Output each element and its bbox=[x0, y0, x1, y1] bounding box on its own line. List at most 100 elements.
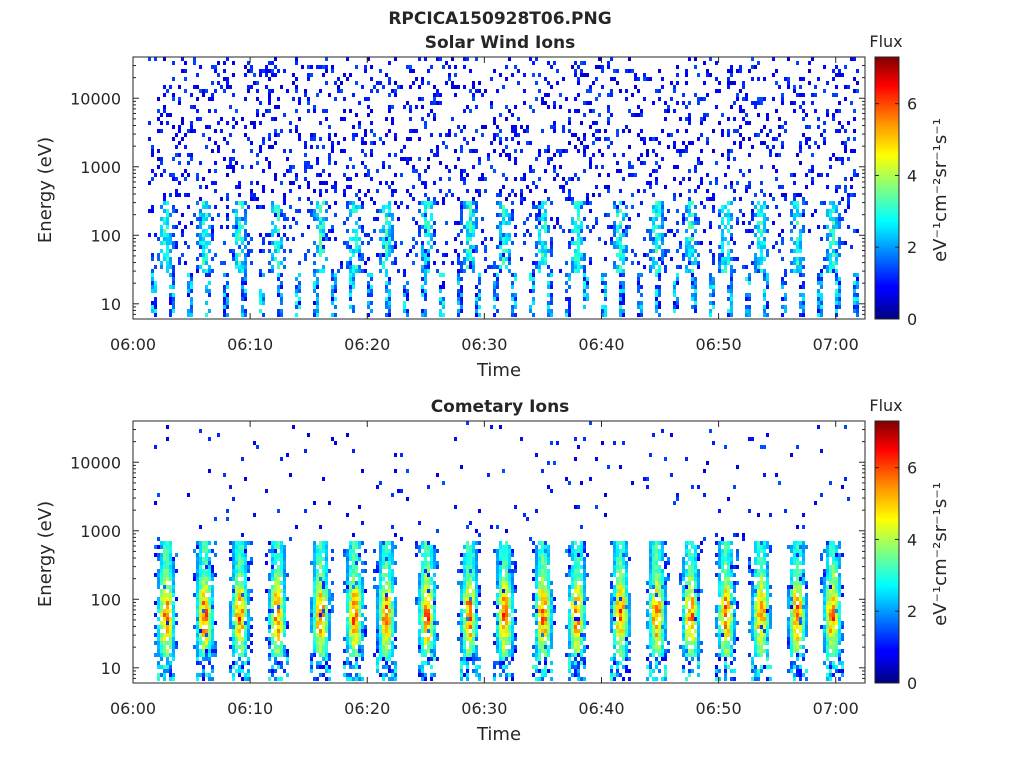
spectrogram-cell bbox=[175, 553, 178, 557]
spectrogram-cell bbox=[451, 193, 454, 197]
spectrogram-cell bbox=[460, 289, 463, 293]
spectrogram-cell bbox=[244, 621, 247, 625]
spectrogram-cell bbox=[352, 653, 355, 657]
spectrogram-cell bbox=[688, 113, 691, 117]
spectrogram-cell bbox=[559, 185, 562, 189]
spectrogram-cell bbox=[289, 129, 292, 133]
spectrogram-cell bbox=[832, 117, 835, 121]
spectrogram-cell bbox=[208, 605, 211, 609]
spectrogram-cell bbox=[670, 257, 673, 261]
spectrogram-cell bbox=[280, 281, 283, 285]
spectrogram-cell bbox=[319, 557, 322, 561]
spectrogram-cell bbox=[817, 281, 820, 285]
spectrogram-cell bbox=[343, 117, 346, 121]
spectrogram-cell bbox=[760, 253, 763, 257]
spectrogram-cell bbox=[313, 565, 316, 569]
spectrogram-cell bbox=[592, 81, 595, 85]
spectrogram-cell bbox=[184, 169, 187, 173]
spectrogram-cell bbox=[652, 169, 655, 173]
spectrogram-cell bbox=[199, 245, 202, 249]
spectrogram-cell bbox=[577, 213, 580, 217]
spectrogram-cell bbox=[385, 661, 388, 665]
spectrogram-cell bbox=[382, 637, 385, 641]
spectrogram-cell bbox=[322, 633, 325, 637]
spectrogram-cell bbox=[226, 517, 229, 521]
spectrogram-cell bbox=[289, 225, 292, 229]
spectrogram-cell bbox=[532, 201, 535, 205]
spectrogram-cell bbox=[334, 441, 337, 445]
spectrogram-cell bbox=[352, 277, 355, 281]
spectrogram-cell bbox=[751, 65, 754, 69]
spectrogram-cell bbox=[322, 65, 325, 69]
spectrogram-cell bbox=[853, 293, 856, 297]
spectrogram-cell bbox=[331, 277, 334, 281]
spectrogram-cell bbox=[694, 281, 697, 285]
spectrogram-cell bbox=[157, 109, 160, 113]
spectrogram-cell bbox=[343, 137, 346, 141]
spectrogram-cell bbox=[736, 69, 739, 73]
spectrogram-cell bbox=[562, 229, 565, 233]
spectrogram-cell bbox=[544, 93, 547, 97]
spectrogram-cell bbox=[562, 189, 565, 193]
spectrogram-cell bbox=[163, 561, 166, 565]
spectrogram-cell bbox=[748, 305, 751, 309]
spectrogram-cell bbox=[208, 645, 211, 649]
spectrogram-cell bbox=[421, 629, 424, 633]
spectrogram-cell bbox=[223, 261, 226, 265]
spectrogram-cell bbox=[316, 249, 319, 253]
spectrogram-cell bbox=[283, 569, 286, 573]
spectrogram-cell bbox=[460, 149, 463, 153]
spectrogram-cell bbox=[208, 641, 211, 645]
spectrogram-cell bbox=[730, 273, 733, 277]
spectrogram-cell bbox=[373, 141, 376, 145]
spectrogram-cell bbox=[424, 673, 427, 677]
spectrogram-cell bbox=[436, 57, 439, 61]
spectrogram-cell bbox=[178, 193, 181, 197]
spectrogram-cell bbox=[433, 201, 436, 205]
spectrogram-cell bbox=[796, 93, 799, 97]
spectrogram-cell bbox=[235, 573, 238, 577]
spectrogram-cell bbox=[271, 673, 274, 677]
spectrogram-cell bbox=[361, 601, 364, 605]
spectrogram-cell bbox=[706, 189, 709, 193]
spectrogram-cell bbox=[160, 673, 163, 677]
spectrogram-cell bbox=[319, 193, 322, 197]
spectrogram-cell bbox=[421, 625, 424, 629]
spectrogram-cell bbox=[319, 181, 322, 185]
spectrogram-cell bbox=[685, 205, 688, 209]
spectrogram-cell bbox=[214, 645, 217, 649]
spectrogram-cell bbox=[613, 205, 616, 209]
spectrogram-cell bbox=[655, 213, 658, 217]
spectrogram-cell bbox=[463, 249, 466, 253]
spectrogram-cell bbox=[370, 289, 373, 293]
spectrogram-cell bbox=[163, 601, 166, 605]
spectrogram-cell bbox=[388, 205, 391, 209]
spectrogram-cell bbox=[217, 433, 220, 437]
spectrogram-cell bbox=[454, 149, 457, 153]
spectrogram-cell bbox=[250, 561, 253, 565]
spectrogram-cell bbox=[421, 653, 424, 657]
spectrogram-cell bbox=[493, 169, 496, 173]
spectrogram-cell bbox=[838, 157, 841, 161]
spectrogram-cell bbox=[652, 149, 655, 153]
spectrogram-cell bbox=[199, 221, 202, 225]
spectrogram-cell bbox=[466, 173, 469, 177]
spectrogram-cell bbox=[463, 85, 466, 89]
spectrogram-cell bbox=[256, 197, 259, 201]
spectrogram-cell bbox=[298, 301, 301, 305]
spectrogram-cell bbox=[463, 257, 466, 261]
spectrogram-cell bbox=[238, 593, 241, 597]
spectrogram-cell bbox=[355, 625, 358, 629]
spectrogram-cell bbox=[436, 101, 439, 105]
spectrogram-cell bbox=[766, 205, 769, 209]
spectrogram-cell bbox=[232, 249, 235, 253]
spectrogram-cell bbox=[319, 245, 322, 249]
spectrogram-cell bbox=[325, 109, 328, 113]
spectrogram-cell bbox=[784, 305, 787, 309]
spectrogram-cell bbox=[235, 225, 238, 229]
spectrogram-cell bbox=[379, 237, 382, 241]
spectrogram-cell bbox=[202, 133, 205, 137]
spectrogram-cell bbox=[616, 205, 619, 209]
spectrogram-cell bbox=[514, 161, 517, 165]
spectrogram-cell bbox=[661, 253, 664, 257]
